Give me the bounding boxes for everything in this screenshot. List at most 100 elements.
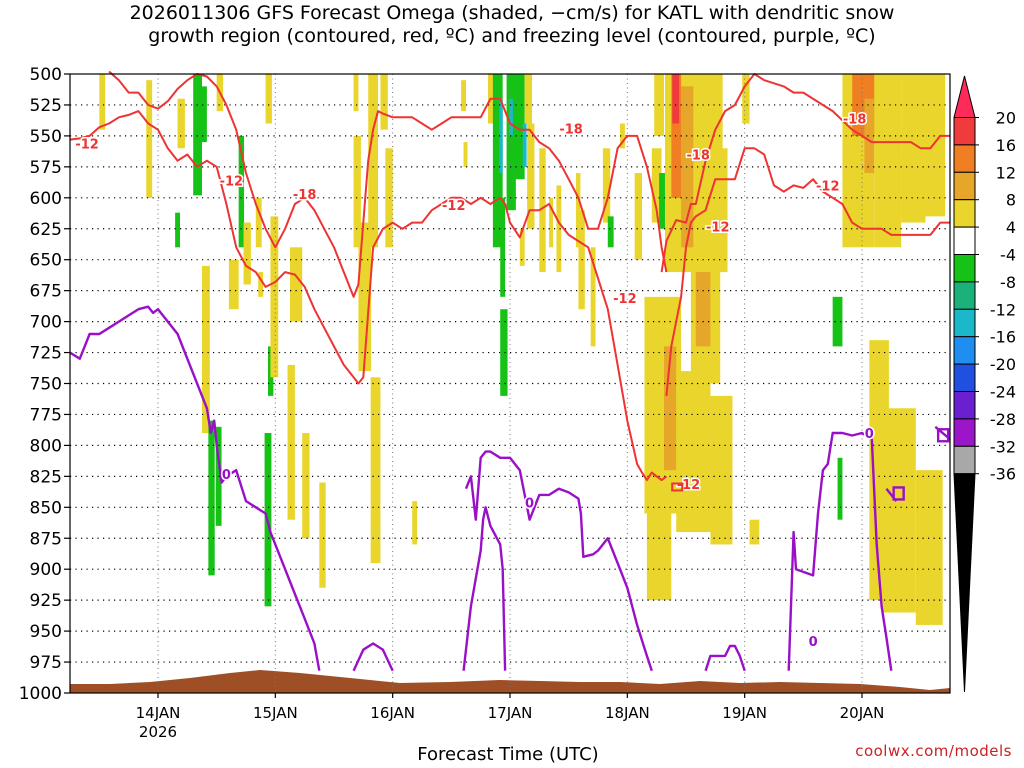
- colorbar-label-1: 16: [996, 136, 1016, 155]
- y-tick-label-900: 900: [30, 560, 62, 580]
- y-tick-label-650: 650: [30, 251, 62, 271]
- omega-cell-17: [270, 216, 279, 378]
- omega-cell-37: [500, 309, 508, 396]
- omega-cell-7: [208, 420, 215, 576]
- y-tick-label-825: 825: [30, 467, 62, 487]
- omega-cell-61: [671, 74, 682, 198]
- x-tick-label-18JAN: 18JAN: [605, 704, 650, 722]
- omega-cell-1: [146, 80, 153, 198]
- omega-cell-18: [265, 74, 272, 124]
- omega-cell-30: [412, 501, 418, 545]
- omega-cell-83: [915, 470, 943, 625]
- colorbar-swatch-4: [953, 199, 976, 228]
- colorbar-swatch-3: [953, 171, 976, 201]
- colorbar-swatch-5: [953, 226, 976, 256]
- omega-cell-10: [238, 135, 245, 248]
- omega-cell-35: [499, 98, 503, 174]
- dendritic-contour-label-9: -12: [816, 179, 840, 194]
- colorbar-swatch-7: [953, 281, 976, 310]
- omega-cell-3: [193, 74, 202, 196]
- freezing-contour-label-1: 0: [525, 496, 534, 511]
- dendritic-contour-label-6: -18: [686, 148, 710, 163]
- omega-shading: [99, 74, 946, 625]
- y-tick-label-875: 875: [30, 529, 62, 549]
- freezing-contour-0: [69, 305, 321, 671]
- credit-text: coolwx.com/models: [855, 742, 1012, 760]
- dendritic-contour-2: [660, 73, 950, 273]
- y-tick-label-725: 725: [30, 344, 62, 364]
- freezing-contour-5: [787, 431, 893, 671]
- dendritic-marker-0: [671, 482, 684, 492]
- chart-title-line2: growth region (contoured, red, ºC) and f…: [148, 25, 876, 47]
- colorbar-label-4: 4: [1006, 218, 1016, 237]
- colorbar-swatch-9: [953, 336, 976, 365]
- omega-cell-11: [228, 259, 239, 310]
- x-tick-sublabel-14JAN: 2026: [139, 723, 177, 741]
- omega-cell-5: [175, 212, 180, 248]
- omega-cell-29: [370, 377, 381, 564]
- omega-cell-78: [881, 148, 902, 223]
- y-tick-label-800: 800: [30, 436, 62, 456]
- chart-title-line1: 2026011306 GFS Forecast Omega (shaded, −…: [129, 2, 895, 24]
- colorbar: 20 16 12 8 4 -4 -8 -12 -16 -20 -24 -28 -32 -36: [953, 75, 1016, 693]
- omega-cell-40: [514, 74, 525, 180]
- omega-cell-32: [463, 142, 468, 167]
- colorbar-label-9: -20: [990, 355, 1016, 374]
- omega-cell-52: [607, 216, 614, 248]
- colorbar-label-13: -36: [990, 465, 1016, 484]
- dendritic-contours: -12-12-18-12-18-12-18-12-12-12-18: [69, 70, 950, 494]
- freezing-level-contours: 0 0 0 0: [69, 305, 951, 672]
- y-tick-label-775: 775: [30, 405, 62, 425]
- omega-cell-38: [506, 74, 516, 211]
- omega-cell-80: [925, 74, 946, 217]
- omega-cell-69: [715, 148, 728, 273]
- omega-cell-66: [664, 346, 677, 471]
- omega-cell-27: [380, 74, 388, 130]
- colorbar-label-12: -32: [990, 437, 1016, 456]
- y-tick-label-675: 675: [30, 282, 62, 302]
- y-tick-label-750: 750: [30, 375, 62, 395]
- x-tick-label-17JAN: 17JAN: [488, 704, 533, 722]
- y-tick-label-1000: 1000: [19, 684, 62, 704]
- omega-cell-71: [749, 519, 760, 545]
- omega-cell-46: [549, 197, 554, 248]
- omega-cell-24: [353, 135, 361, 248]
- y-axis: 500 525 550 575 600 625 650 675 700 725 750 775 800 8…: [19, 65, 70, 704]
- omega-cell-50: [590, 247, 596, 347]
- dendritic-contour-label-10: -18: [843, 113, 867, 128]
- y-tick-label-700: 700: [30, 313, 62, 333]
- omega-cell-67: [676, 371, 711, 533]
- omega-cell-19: [290, 247, 303, 322]
- omega-cell-12: [243, 222, 251, 285]
- omega-cell-2: [177, 98, 185, 149]
- x-tick-label-15JAN: 15JAN: [253, 704, 298, 722]
- dendritic-contour-0: [69, 110, 668, 482]
- colorbar-label-7: -12: [990, 300, 1016, 319]
- dendritic-contour-label-1: -12: [220, 174, 244, 189]
- x-tick-label-19JAN: 19JAN: [722, 704, 767, 722]
- omega-cell-44: [519, 228, 525, 266]
- colorbar-label-0: 20: [996, 109, 1016, 128]
- y-tick-label-600: 600: [30, 189, 62, 209]
- freezing-contour-label-0: 0: [222, 468, 231, 483]
- colorbar-label-2: 12: [996, 163, 1016, 182]
- omega-cell-13: [255, 197, 262, 248]
- grid-lines: [70, 74, 950, 693]
- omega-cell-54: [634, 173, 642, 260]
- y-tick-label-550: 550: [30, 127, 62, 147]
- omega-cell-59: [659, 173, 665, 229]
- y-tick-label-925: 925: [30, 591, 62, 611]
- y-tick-label-575: 575: [30, 158, 62, 178]
- chart-title: 2026011306 GFS Forecast Omega (shaded, −…: [0, 2, 1024, 48]
- omega-cell-41: [522, 123, 527, 167]
- y-tick-label-950: 950: [30, 622, 62, 642]
- omega-cell-45: [539, 148, 546, 273]
- colorbar-swatch-11: [953, 391, 976, 420]
- colorbar-swatch-8: [953, 308, 976, 338]
- y-tick-label-975: 975: [30, 653, 62, 673]
- colorbar-swatch-12: [953, 418, 976, 447]
- omega-cell-48: [576, 173, 581, 248]
- x-tick-label-20JAN: 20JAN: [840, 704, 885, 722]
